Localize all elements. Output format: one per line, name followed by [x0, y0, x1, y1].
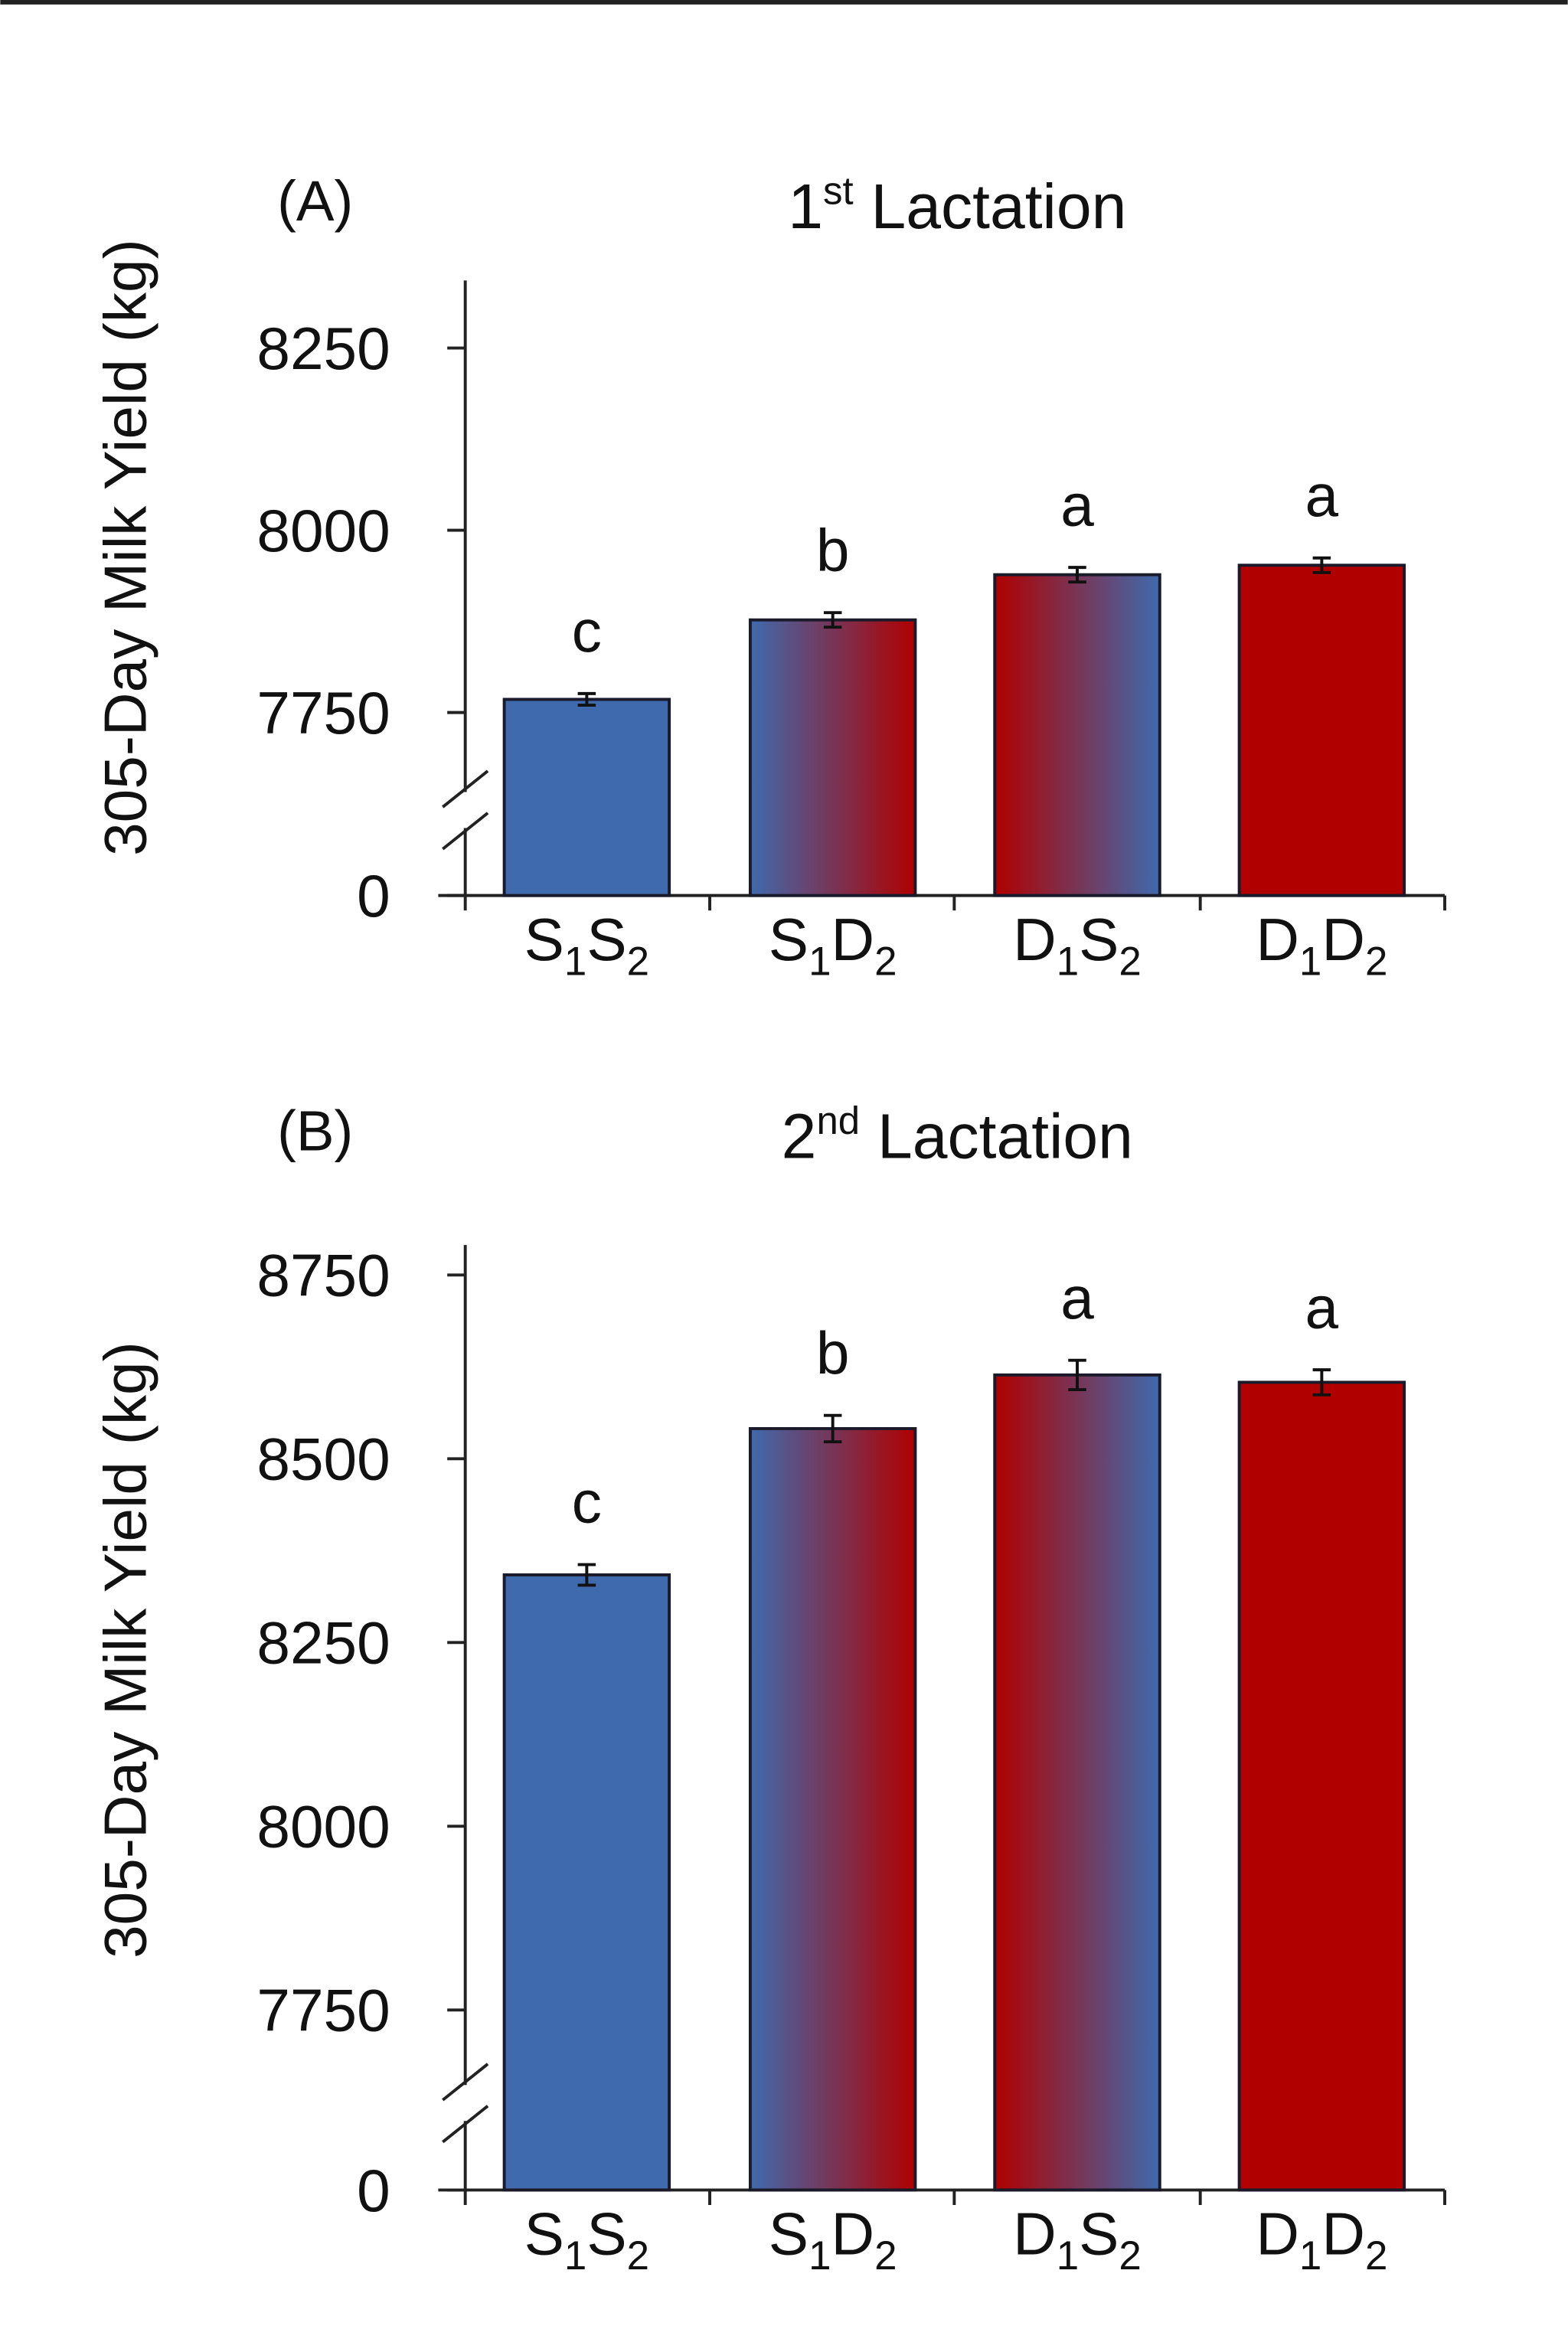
letter: D: [1013, 2200, 1057, 2268]
y-tick-label: 0: [357, 2157, 390, 2224]
significance-letter: a: [1060, 1264, 1094, 1331]
significance-letter: a: [1305, 1273, 1339, 1341]
subscript: 1: [564, 2233, 586, 2278]
chart-title: 1st Lactation: [788, 168, 1126, 241]
bar-d1s2: [993, 1373, 1161, 2192]
letter: D: [831, 906, 875, 973]
title-number: 2: [782, 1102, 817, 1171]
title-text: Lactation: [860, 1102, 1133, 1171]
bar-s1s2: [502, 1573, 671, 2192]
title-number: 1: [788, 172, 823, 242]
letter: S: [769, 2200, 808, 2268]
subscript: 2: [1365, 939, 1387, 984]
significance-letter: c: [572, 597, 602, 665]
axis-break-mark: [442, 2105, 489, 2144]
y-tick-label: 7750: [256, 679, 390, 746]
x-tick-label: S1S2: [524, 906, 649, 985]
bar-s1d2: [748, 618, 917, 897]
letter: S: [1079, 906, 1119, 973]
title-superscript: st: [823, 168, 854, 212]
y-tick-label: 8500: [256, 1426, 390, 1493]
panel-label: (A): [277, 169, 353, 233]
x-tick-label: D1S2: [1013, 906, 1142, 985]
x-tick-label: S1D2: [769, 906, 897, 985]
letter: D: [1256, 2200, 1299, 2268]
y-axis-label: 305-Day Milk Yield (kg): [91, 239, 158, 856]
subscript: 2: [627, 939, 649, 984]
y-tick-label: 8000: [256, 1793, 390, 1860]
significance-letter: b: [816, 1319, 850, 1387]
top-border: [0, 0, 1568, 5]
subscript: 2: [1119, 939, 1141, 984]
title-text: Lactation: [854, 172, 1127, 242]
significance-letter: a: [1060, 471, 1094, 538]
y-tick-label: 8000: [256, 497, 390, 564]
significance-letter: c: [572, 1468, 602, 1536]
axis-break-mark: [442, 769, 489, 808]
panel-label: (B): [277, 1099, 353, 1163]
x-tick-label: S1S2: [524, 2200, 649, 2279]
title-superscript: nd: [816, 1099, 860, 1142]
significance-letter: a: [1305, 462, 1339, 529]
subscript: 2: [627, 2233, 649, 2278]
x-tick-label: D1S2: [1013, 2200, 1142, 2279]
subscript: 2: [874, 2233, 897, 2278]
letter: D: [1321, 2200, 1365, 2268]
letter: D: [1321, 906, 1365, 973]
subscript: 1: [1299, 2233, 1321, 2278]
bar-s1s2: [502, 697, 671, 897]
x-tick-label: S1D2: [769, 2200, 897, 2279]
subscript: 1: [1057, 939, 1079, 984]
bar-d1d2: [1237, 564, 1406, 897]
letter: S: [524, 2200, 564, 2268]
y-axis-label: 305-Day Milk Yield (kg): [91, 1341, 158, 1958]
subscript: 2: [1365, 2233, 1387, 2278]
letter: D: [831, 2200, 875, 2268]
letter: S: [524, 906, 564, 973]
chart-title: 2nd Lactation: [782, 1099, 1133, 1171]
subscript: 1: [1057, 2233, 1079, 2278]
y-tick-label: 0: [357, 862, 390, 929]
letter: D: [1256, 906, 1299, 973]
subscript: 1: [564, 939, 586, 984]
x-tick-label: D1D2: [1256, 2200, 1387, 2279]
x-tick-label: D1D2: [1256, 906, 1387, 985]
letter: S: [1079, 2200, 1119, 2268]
y-tick-label: 8250: [256, 1609, 390, 1677]
letter: S: [586, 906, 626, 973]
y-tick-label: 8250: [256, 315, 390, 382]
letter: S: [769, 906, 808, 973]
subscript: 1: [1299, 939, 1321, 984]
subscript: 2: [1119, 2233, 1141, 2278]
subscript: 2: [874, 939, 897, 984]
bar-s1d2: [748, 1426, 917, 2192]
significance-letter: b: [816, 516, 850, 583]
subscript: 1: [808, 939, 831, 984]
y-tick-label: 7750: [256, 1977, 390, 2044]
y-tick-label: 8750: [256, 1242, 390, 1309]
bar-d1s2: [993, 573, 1161, 897]
letter: D: [1013, 906, 1057, 973]
subscript: 1: [808, 2233, 831, 2278]
axis-break-mark: [442, 2063, 489, 2102]
letter: S: [586, 2200, 626, 2268]
bar-d1d2: [1237, 1380, 1406, 2192]
axis-break-mark: [442, 812, 489, 851]
